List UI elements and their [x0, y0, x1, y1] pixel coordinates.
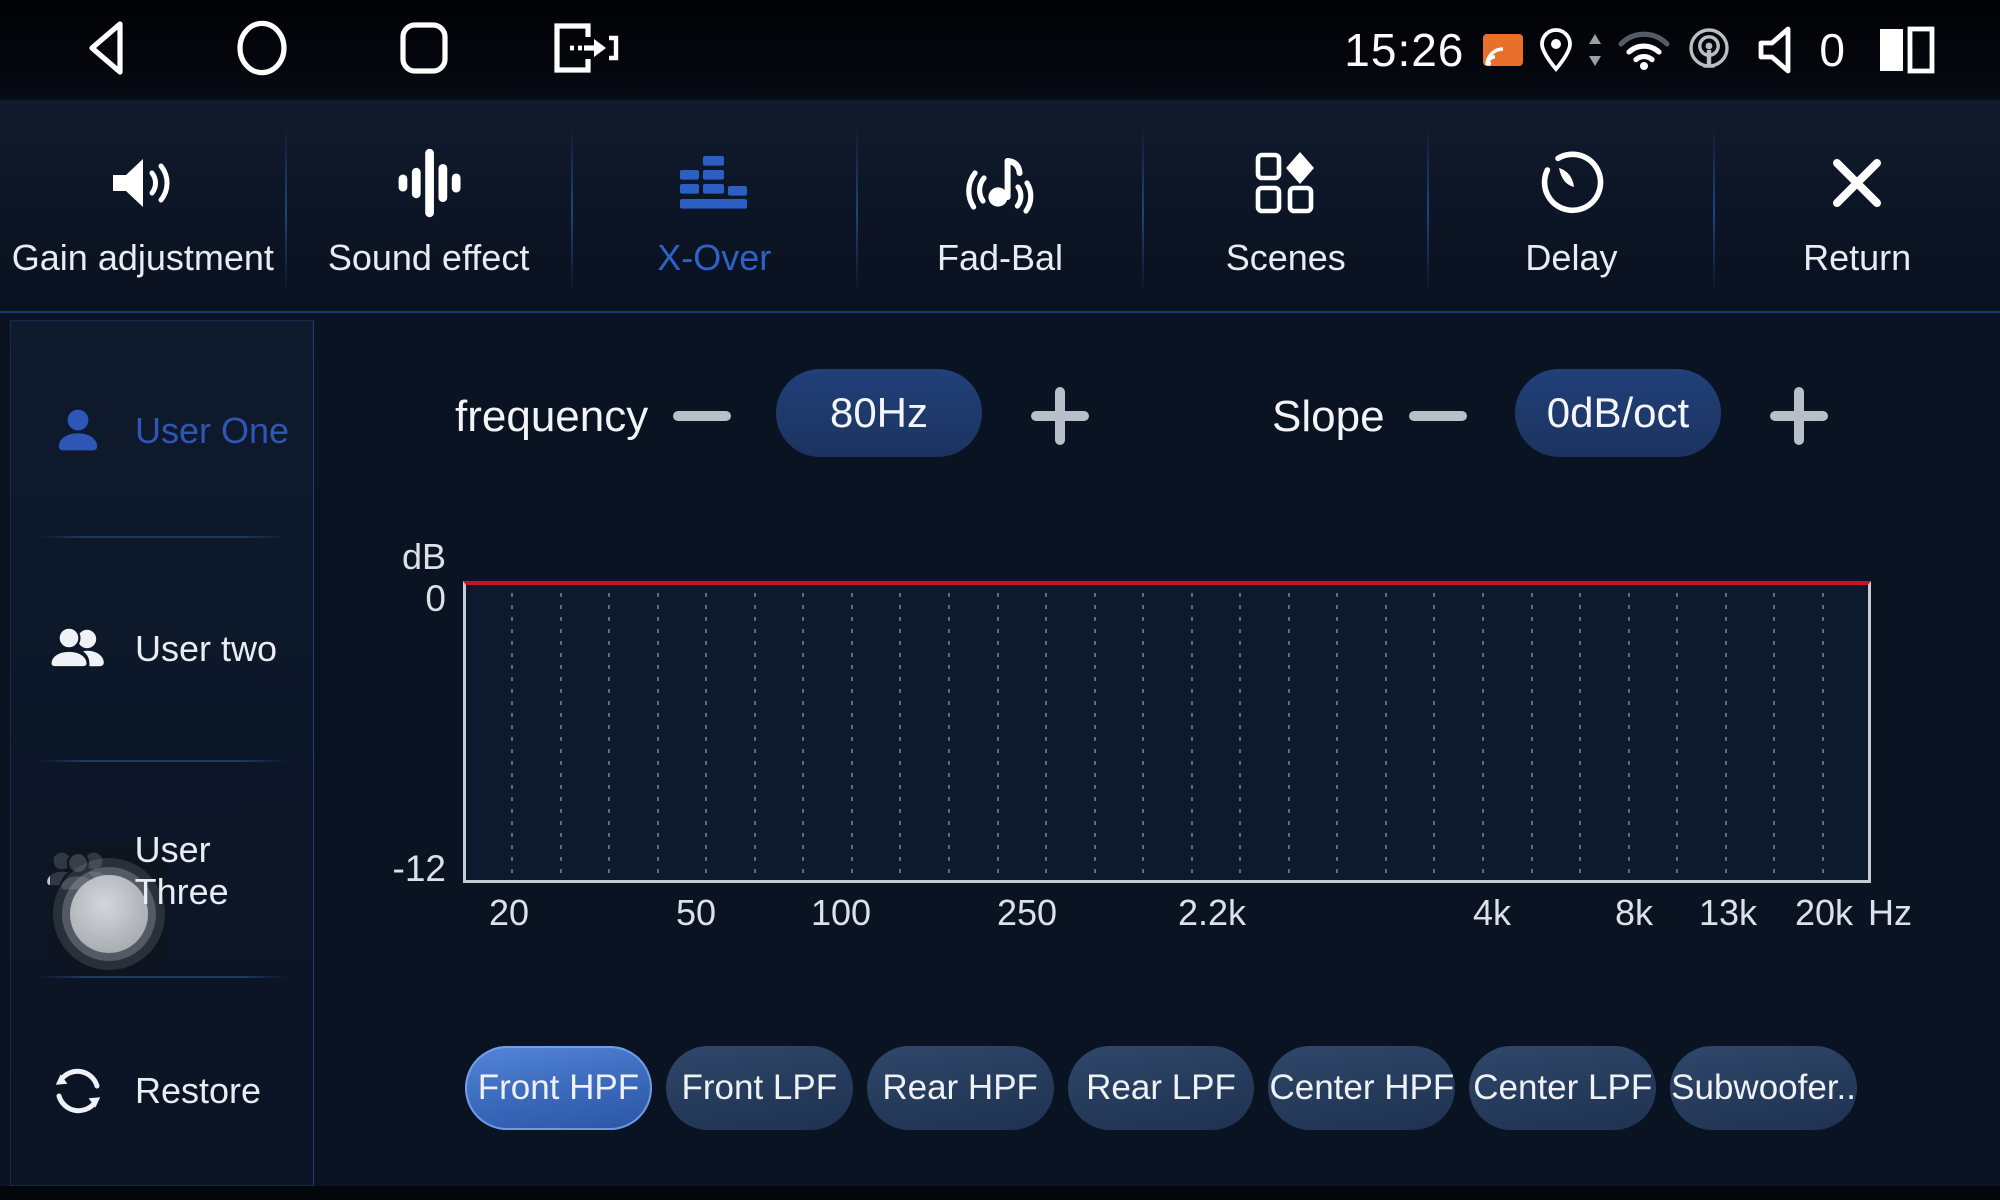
tab-label: Fad-Bal: [936, 237, 1064, 278]
split-screen-icon: [1874, 23, 1938, 77]
nav-home-button[interactable]: [222, 0, 302, 100]
chart-x-tick: 13k: [1698, 892, 1758, 933]
sidebar-item-label: User Three: [134, 829, 229, 912]
exit-app-icon: [546, 17, 622, 84]
tab-bar: Gain adjustment Sound effect: [0, 100, 2000, 313]
sidebar-item-label: User One: [135, 410, 290, 451]
tab-label: Gain adjustment: [11, 237, 274, 278]
nav-back-icon: [78, 17, 134, 84]
two-person-icon: [43, 622, 113, 676]
tab-label: Return: [1803, 237, 1912, 278]
ball-core: [70, 875, 148, 954]
chart-x-tick: 8k: [1614, 892, 1654, 933]
chart-y-axis-unit: dB: [401, 536, 446, 577]
chart-x-axis: 20 50 100 250 2.2k 4k 8k 13k 20k Hz: [463, 892, 1912, 942]
frequency-decrease-button[interactable]: [673, 411, 731, 421]
button-rear-hpf[interactable]: Rear HPF: [866, 1046, 1054, 1130]
tab-divider: [1713, 129, 1715, 291]
frequency-label: frequency: [455, 392, 649, 441]
chart-x-tick: 2.2k: [1177, 892, 1247, 933]
slope-increase-button[interactable]: [1770, 387, 1828, 445]
tab-label: Sound effect: [327, 237, 530, 278]
speaker-waves-icon: [103, 135, 183, 231]
volume-level: 0: [1819, 24, 1845, 76]
button-front-hpf[interactable]: Front HPF: [465, 1046, 652, 1130]
nav-recents-icon: [395, 17, 453, 84]
status-bar: 15:26: [0, 0, 2000, 100]
user-sidebar: User One User two: [10, 320, 314, 1186]
crossover-response-chart: [463, 581, 1871, 883]
chart-x-tick: 250: [996, 892, 1058, 933]
cast-icon: [1481, 31, 1525, 69]
chart-x-tick: 100: [810, 892, 872, 933]
tab-sound-effect[interactable]: Sound effect: [286, 101, 572, 311]
tab-gain-adjustment[interactable]: Gain adjustment: [0, 101, 286, 311]
wifi-icon: [1616, 28, 1672, 72]
slope-value: 0dB/oct: [1515, 369, 1721, 457]
tab-divider: [1427, 129, 1429, 291]
data-arrows-icon: [1587, 31, 1603, 69]
button-subwoofer[interactable]: Subwoofer..: [1670, 1046, 1858, 1130]
location-icon: [1538, 27, 1574, 73]
chart-x-tick: 4k: [1472, 892, 1512, 933]
hotspot-icon: [1685, 26, 1733, 74]
tab-label: Delay: [1525, 237, 1618, 278]
sidebar-item-label: Restore: [135, 1070, 262, 1111]
chart-y-tick-minus12: -12: [392, 848, 446, 889]
tab-x-over[interactable]: X-Over: [571, 101, 857, 311]
nav-home-icon: [233, 17, 291, 84]
speaker-channel-buttons: Front HPF Front LPF Rear HPF Rear LPF Ce…: [465, 1046, 1858, 1130]
tab-fad-bal[interactable]: Fad-Bal: [857, 101, 1143, 311]
slope-label: Slope: [1272, 392, 1385, 441]
frequency-increase-button[interactable]: [1031, 387, 1089, 445]
tab-divider: [571, 129, 573, 291]
timer-icon: [1536, 135, 1606, 231]
status-indicators: 15:26: [1344, 0, 1938, 100]
squares-diamond-icon: [1252, 135, 1320, 231]
nav-back-button[interactable]: [66, 0, 146, 100]
restore-cycle-icon: [43, 1064, 113, 1118]
equalizer-bars-icon: [391, 135, 467, 231]
bottom-edge-strip: [0, 1186, 2000, 1200]
frequency-value: 80Hz: [776, 369, 982, 457]
sidebar-divider: [39, 976, 287, 978]
tab-return[interactable]: Return: [1714, 101, 2000, 311]
clock: 15:26: [1344, 24, 1465, 76]
tab-divider: [1142, 129, 1144, 291]
sidebar-item-label: User two: [135, 628, 278, 669]
chart-x-axis-unit: Hz: [1868, 892, 1912, 933]
one-person-icon: [43, 404, 113, 458]
chart-x-tick: 50: [675, 892, 717, 933]
crossover-histogram-icon: [676, 135, 752, 231]
assistive-touch-ball[interactable]: [50, 843, 168, 975]
sidebar-item-restore[interactable]: Restore: [11, 1045, 313, 1137]
sidebar-item-user-one[interactable]: User One: [11, 385, 313, 477]
button-rear-lpf[interactable]: Rear LPF: [1067, 1046, 1255, 1130]
tab-delay[interactable]: Delay: [1429, 101, 1715, 311]
volume-icon: [1752, 23, 1810, 77]
button-front-lpf[interactable]: Front LPF: [665, 1046, 853, 1130]
close-x-icon: [1825, 135, 1889, 231]
tab-scenes[interactable]: Scenes: [1143, 101, 1429, 311]
sidebar-divider: [39, 536, 287, 538]
button-center-lpf[interactable]: Center LPF: [1469, 1046, 1657, 1130]
tab-divider: [285, 129, 287, 291]
music-note-waves-icon: [960, 135, 1040, 231]
sidebar-item-user-two[interactable]: User two: [11, 603, 313, 695]
slope-decrease-button[interactable]: [1409, 411, 1467, 421]
tab-divider: [856, 129, 858, 291]
exit-app-button[interactable]: [536, 0, 632, 100]
tab-label: X-Over: [657, 237, 772, 278]
chart-x-tick: 20: [488, 892, 530, 933]
chart-y-tick-0: 0: [425, 578, 446, 619]
tab-label: Scenes: [1225, 237, 1346, 278]
nav-recents-button[interactable]: [384, 0, 464, 100]
sidebar-divider: [39, 760, 287, 762]
button-center-hpf[interactable]: Center HPF: [1268, 1046, 1456, 1130]
chart-x-tick: 20k: [1794, 892, 1854, 933]
